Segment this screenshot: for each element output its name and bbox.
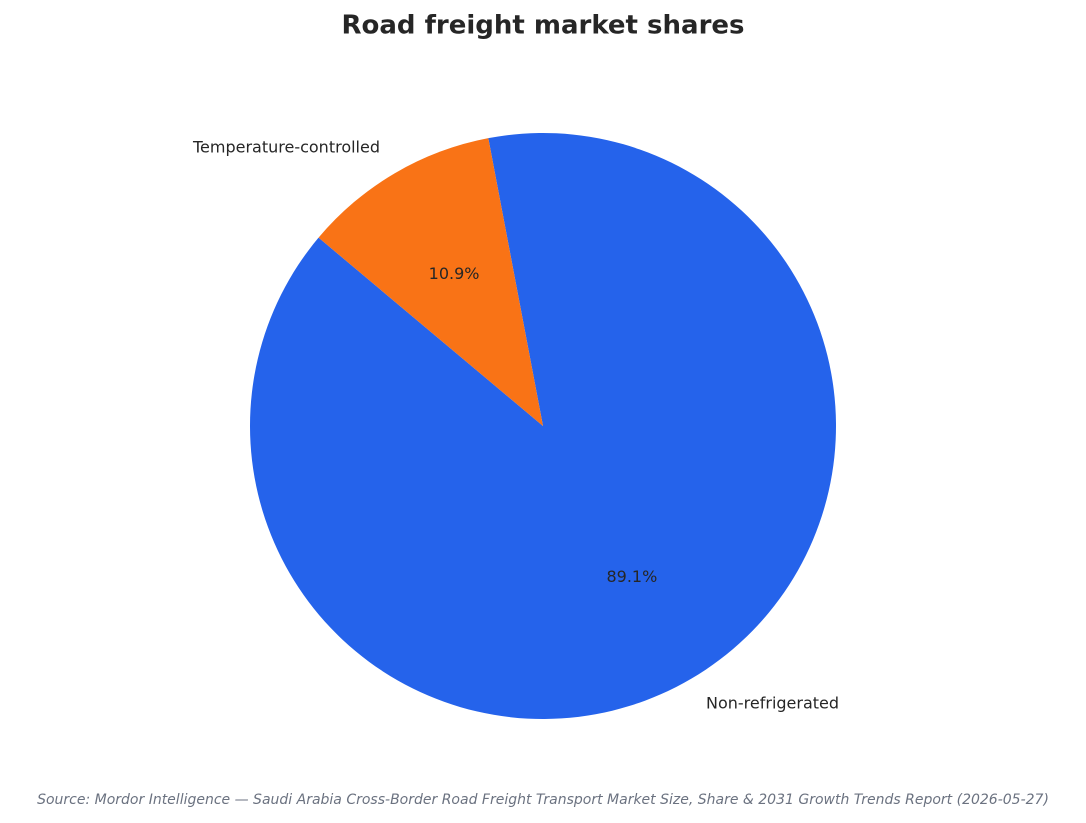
- value-label: 89.1%: [606, 567, 657, 586]
- value-label: 10.9%: [429, 264, 480, 283]
- source-note: Source: Mordor Intelligence — Saudi Arab…: [37, 792, 1049, 808]
- pie-slice: [318, 138, 543, 426]
- slice-label: Non-refrigerated: [706, 694, 839, 713]
- chart-title: Road freight market shares: [342, 11, 745, 41]
- slice-label: Temperature-controlled: [192, 137, 380, 156]
- pie-slice: [249, 133, 836, 720]
